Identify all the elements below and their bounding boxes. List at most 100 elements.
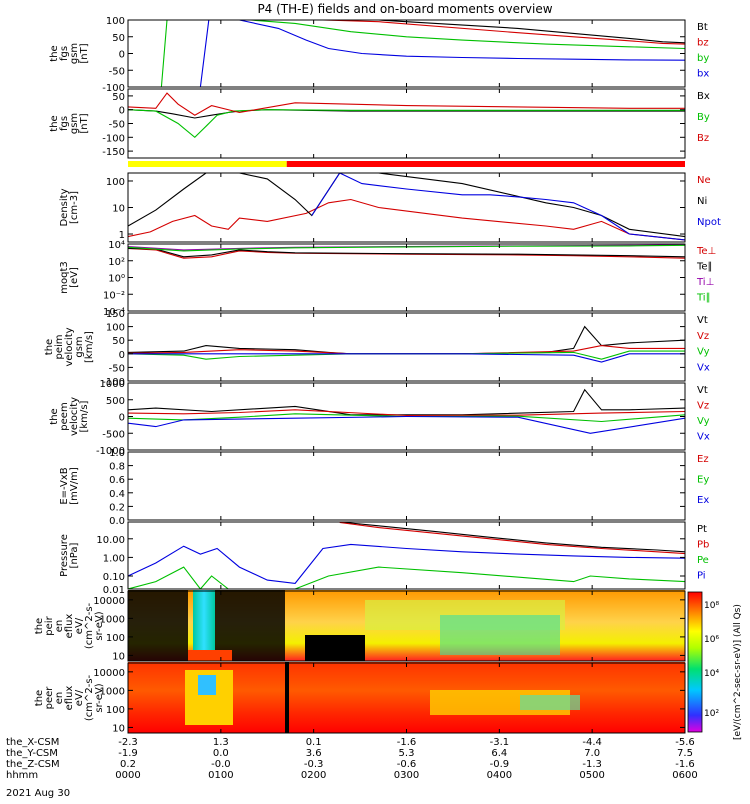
x-tick-label: -1.6	[397, 737, 417, 748]
spectrogram-group	[128, 590, 685, 733]
series-line-bz	[128, 92, 685, 116]
panel-10: 10000 1000 100 10 the peer en eflux eV/(cm^2-s-s…	[34, 662, 686, 734]
y-axis-label-line: [nPa]	[69, 542, 80, 568]
y-tick-label: 100	[106, 177, 125, 188]
colorbar-gradient	[687, 591, 703, 733]
series-line-ne	[128, 198, 685, 241]
x-tick-label: 3.6	[306, 748, 322, 759]
series-line-vx	[128, 353, 685, 363]
x-tick-label: -1.6	[675, 759, 695, 770]
x-axis-row-label: the_X-CSM	[6, 737, 59, 748]
x-tick-label: 1.3	[213, 737, 229, 748]
legend-label: Ne	[697, 175, 711, 186]
page-title: P4 (TH-E) fields and on-board moments ov…	[257, 2, 552, 16]
x-tick-label: 0.0	[213, 748, 229, 759]
y-tick-label: 50	[112, 33, 125, 44]
spectrogram-electron-gap	[285, 662, 289, 733]
legend-label: Npot	[697, 217, 721, 228]
y-tick-label: 0.8	[109, 462, 125, 473]
x-tick-label: 0.1	[306, 737, 322, 748]
x-tick-label: 5.3	[399, 748, 415, 759]
x-tick-label: 0100	[208, 770, 233, 781]
y-tick-label: 0.0	[109, 516, 125, 527]
y-axis-label-line: E=-VxB	[59, 467, 70, 504]
series-line-te	[128, 247, 685, 258]
y-axis-label-line: velocity	[64, 327, 75, 366]
legend-label: Bx	[697, 91, 710, 102]
x-axis-row-label: the_Y-CSM	[6, 748, 58, 759]
y-tick-label: 500	[106, 396, 125, 407]
series-line-vy	[128, 350, 685, 360]
spectrogram-ion-black-left	[128, 590, 188, 661]
panel-4: 10⁴ 10² 10⁰ 10⁻² 10⁻⁴ moqt3 [eV] Te⊥ Te∥ Ti⊥ Ti∥	[59, 240, 716, 318]
y-tick-label: 0.01	[103, 585, 125, 596]
y-tick-label: 1	[119, 230, 125, 241]
series-line-ni	[128, 173, 685, 238]
y-axis-label-line: [cm-3]	[69, 191, 80, 224]
legend-label: Vy	[697, 347, 710, 358]
y-tick-label: 0	[119, 106, 125, 117]
y-axis-label-line: gsm	[69, 43, 80, 64]
y-axis-label-line: eflux	[64, 614, 75, 639]
y-axis-label-line: fgs	[59, 116, 70, 131]
x-tick-label: 0200	[301, 770, 326, 781]
y-tick-label: 0	[119, 350, 125, 361]
y-tick-label: -50	[109, 66, 125, 77]
x-axis-row-label: hhmm	[6, 770, 38, 781]
panel-frame	[127, 19, 686, 88]
panel-6: 1000 500 0 -500 -1000 the peem velocity [km/s] Vt…	[49, 379, 710, 457]
y-axis-label-line: [mV/m]	[69, 467, 80, 505]
x-tick-label: 0400	[487, 770, 512, 781]
colorbar-tick-label: 10⁴	[704, 669, 719, 679]
legend-label: By	[697, 112, 710, 123]
y-tick-label: 50	[112, 92, 125, 103]
legend-label: Vz	[697, 331, 709, 342]
series-line-ti	[128, 244, 685, 252]
panel-3: 100 10 1 Density [cm-3] Ne Ni Npot	[59, 172, 721, 243]
y-axis-label-line: (cm^2-s-	[84, 602, 95, 649]
y-axis-label-line: peim	[54, 334, 65, 359]
y-axis-label-line: [nT]	[79, 43, 90, 63]
y-axis-label-line: gsm	[74, 336, 85, 357]
legend-label: Ey	[697, 475, 709, 486]
series-line-pb	[339, 522, 685, 555]
y-tick-label: 1.00	[103, 553, 125, 564]
x-tick-label: 0500	[579, 770, 604, 781]
y-axis-label-line: peem	[59, 402, 70, 430]
series-line-pe	[128, 566, 685, 589]
panel-frame	[127, 451, 686, 521]
series-line-vt	[128, 325, 685, 355]
y-tick-label: 10⁻⁴	[103, 307, 125, 318]
series-line-vt	[128, 388, 685, 416]
y-tick-label: 1000	[100, 686, 125, 697]
y-axis-label-line: gsm	[69, 113, 80, 134]
y-axis-label-line: the	[49, 115, 60, 131]
colorbar-tick-label: 10²	[704, 709, 719, 719]
spectrogram-electron-green-patch	[520, 695, 580, 710]
y-axis-label-line: the	[34, 618, 45, 634]
y-tick-label: -50	[109, 363, 125, 374]
y-tick-label: 10000	[93, 596, 125, 607]
series-line-pt	[339, 522, 685, 553]
series-line-npot	[311, 173, 685, 241]
y-tick-label: 10000	[93, 668, 125, 679]
x-tick-label: -3.1	[490, 737, 510, 748]
colorbar-tick-label: 10⁶	[704, 635, 719, 645]
y-tick-label: 100	[106, 16, 125, 27]
legend-label: Ni	[697, 196, 707, 207]
x-tick-label: 6.4	[491, 748, 507, 759]
legend-label: Vt	[697, 385, 708, 396]
spectrogram-ion-cyan-column	[193, 590, 215, 655]
y-axis-label-line: sr-eV)	[94, 683, 105, 712]
y-tick-label: 1.0	[109, 448, 125, 459]
y-axis-label-line: eV/	[74, 617, 85, 634]
y-tick-label: -1000	[96, 446, 125, 457]
colorbar-tick-label: 10⁸	[704, 601, 719, 611]
x-tick-label: 7.0	[584, 748, 600, 759]
region-bar-segment	[128, 161, 287, 167]
y-tick-label: 0.6	[109, 475, 125, 486]
series-line-bx	[128, 109, 685, 119]
